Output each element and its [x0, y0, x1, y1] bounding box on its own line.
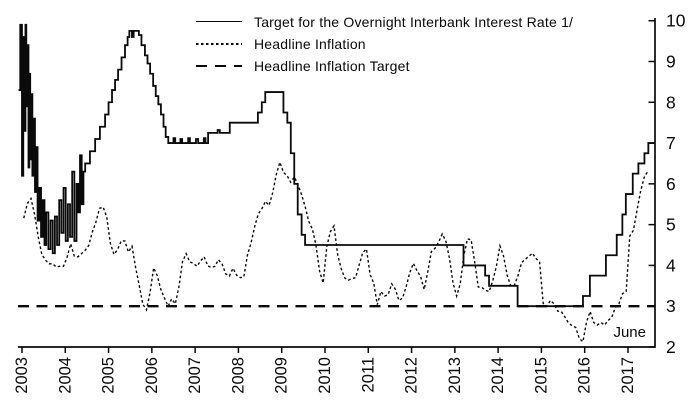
x-tick-label: 2003 [13, 357, 31, 394]
solid-line-sample-icon [196, 20, 242, 23]
legend-item-headline-inflation: Headline Inflation [196, 35, 573, 52]
x-tick-label: 2006 [143, 357, 161, 394]
x-tick-label: 2004 [56, 357, 74, 394]
y-tick-label: 10 [666, 11, 686, 31]
june-annotation: June [613, 324, 646, 341]
x-tick-label: 2011 [359, 357, 377, 392]
y-tick-label: 6 [666, 174, 676, 194]
y-tick-label: 9 [666, 51, 676, 71]
x-tick-label: 2016 [576, 357, 594, 394]
y-tick-label: 4 [666, 255, 676, 275]
x-tick-label: 2014 [489, 357, 507, 394]
x-tick-label: 2005 [100, 357, 118, 394]
series-layer [18, 23, 655, 344]
dotted-line-sample-icon [196, 42, 242, 45]
x-tick-label: 2012 [403, 357, 421, 394]
x-tick-label: 2017 [619, 357, 637, 394]
y-tick-label: 8 [666, 92, 676, 112]
x-tick-label: 2015 [532, 357, 550, 394]
legend: Target for the Overnight Interbank Inter… [196, 13, 573, 74]
legend-label-policy-rate: Target for the Overnight Interbank Inter… [254, 13, 574, 30]
y-tick-label: 2 [666, 337, 676, 357]
x-tick-label: 2013 [446, 357, 464, 394]
x-tick-label: 2007 [186, 357, 204, 394]
axis-layer: 2003 2004 2005 2006 2007 2008 2009 2010 2011 2012… [13, 11, 686, 394]
x-tick-label: 2009 [273, 357, 291, 394]
headline-inflation-line [23, 159, 649, 344]
dashed-line-sample-icon [196, 64, 242, 67]
y-tick-label: 5 [666, 215, 676, 235]
legend-item-inflation-target: Headline Inflation Target [196, 57, 573, 74]
policy-rate-line [18, 23, 655, 308]
y-tick-label: 3 [666, 296, 676, 316]
x-tick-label: 2008 [229, 357, 247, 394]
y-tick-label: 7 [666, 133, 676, 153]
x-tick-label: 2010 [316, 357, 334, 394]
legend-label-headline-inflation: Headline Inflation [254, 35, 366, 52]
legend-item-policy-rate: Target for the Overnight Interbank Inter… [196, 13, 573, 30]
legend-label-inflation-target: Headline Inflation Target [254, 57, 410, 74]
